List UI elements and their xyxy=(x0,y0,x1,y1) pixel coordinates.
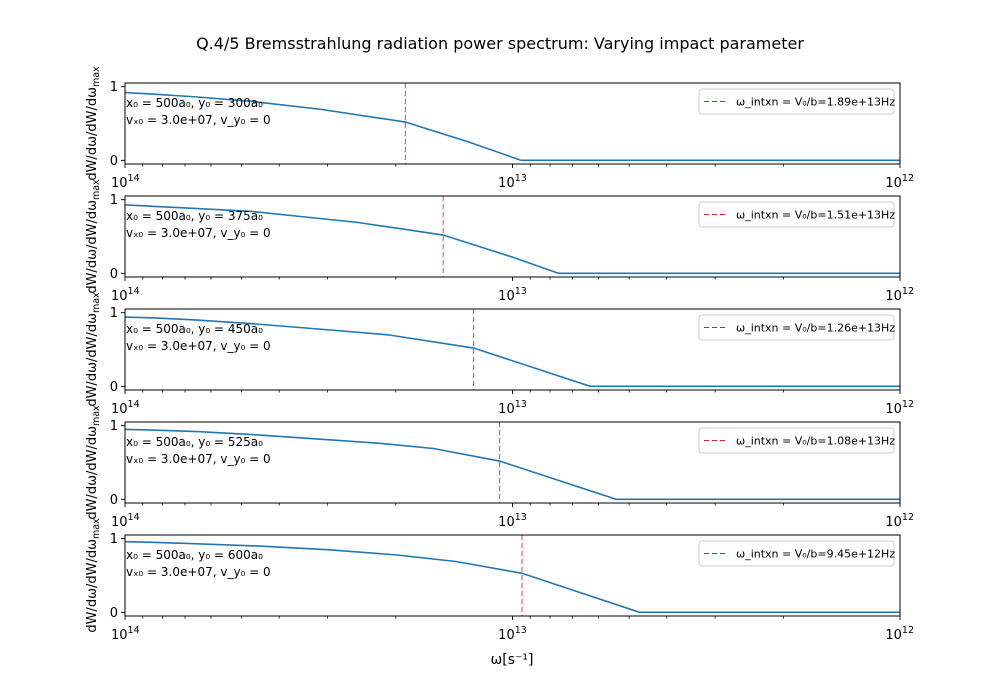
legend-label: ω_intxn = V₀/b=9.45e+12Hz xyxy=(736,548,895,561)
spectrum-line xyxy=(124,428,900,501)
y-tick-label: 0 xyxy=(110,154,118,169)
y-tick-label: 1 xyxy=(110,80,118,95)
legend-label: ω_intxn = V₀/b=1.26e+13Hz xyxy=(736,322,895,335)
legend-box xyxy=(698,88,895,115)
legend-box xyxy=(698,314,895,341)
y-tick-label: 1 xyxy=(110,193,118,208)
x-tick-label: 1014 xyxy=(111,625,140,643)
legend-label: ω_intxn = V₀/b=1.08e+13Hz xyxy=(736,435,895,448)
initial-velocity-annotation: vₓ₀ = 3.0e+07, v_y₀ = 0 xyxy=(126,113,271,127)
subplot-3: 1014 1013 1012 0 1 dW/dω/dW/dωmax x₀ = 500a₀, … xyxy=(85,292,914,417)
subplot-1: 1014 1013 1012 0 1 dW/dω/dW/dωmax x₀ = 500a₀, … xyxy=(85,66,914,191)
y-tick-label: 0 xyxy=(110,493,118,508)
x-tick-label: 1013 xyxy=(498,625,527,643)
subplot-5: 1014 1013 1012 0 1 dW/dω/dW/dωmax x₀ = 500a₀, … xyxy=(85,518,914,643)
initial-position-annotation: x₀ = 500a₀, y₀ = 300a₀ xyxy=(126,96,263,110)
subplots: 1014 1013 1012 0 1 dW/dω/dW/dωmax x₀ = 500a₀, … xyxy=(85,66,914,643)
subplot-4: 1014 1013 1012 0 1 dW/dω/dW/dωmax x₀ = 500a₀, … xyxy=(85,405,914,530)
legend-label: ω_intxn = V₀/b=1.89e+13Hz xyxy=(736,96,895,109)
subplot-2: 1014 1013 1012 0 1 dW/dω/dW/dωmax x₀ = 500a₀, … xyxy=(85,179,914,304)
y-axis-label: dW/dω/dW/dωmax xyxy=(85,66,102,181)
y-tick-label: 1 xyxy=(110,306,118,321)
initial-position-annotation: x₀ = 500a₀, y₀ = 600a₀ xyxy=(126,548,263,562)
spectrum-line xyxy=(124,540,900,614)
x-tick-label: 1013 xyxy=(498,286,527,304)
initial-position-annotation: x₀ = 500a₀, y₀ = 450a₀ xyxy=(126,322,263,336)
spectrum-line xyxy=(124,316,900,388)
x-tick-label: 1012 xyxy=(885,399,914,417)
x-tick-label: 1014 xyxy=(111,512,140,530)
x-tick-label: 1013 xyxy=(498,173,527,191)
initial-position-annotation: x₀ = 500a₀, y₀ = 375a₀ xyxy=(126,209,263,223)
y-axis-label: dW/dω/dW/dωmax xyxy=(85,292,102,407)
y-tick-label: 0 xyxy=(110,380,118,395)
x-axis-label: ω[s⁻¹] xyxy=(491,652,534,668)
legend: ω_intxn = V₀/b=9.45e+12Hz xyxy=(698,540,895,567)
legend: ω_intxn = V₀/b=1.89e+13Hz xyxy=(698,88,895,115)
y-axis-label: dW/dω/dW/dωmax xyxy=(85,405,102,520)
initial-velocity-annotation: vₓ₀ = 3.0e+07, v_y₀ = 0 xyxy=(126,565,271,579)
x-tick-label: 1012 xyxy=(885,173,914,191)
y-tick-label: 0 xyxy=(110,606,118,621)
y-tick-label: 1 xyxy=(110,532,118,547)
x-tick-label: 1014 xyxy=(111,286,140,304)
spectrum-line xyxy=(124,204,900,275)
legend: ω_intxn = V₀/b=1.26e+13Hz xyxy=(698,314,895,341)
x-tick-label: 1013 xyxy=(498,512,527,530)
chart-title: Q.4/5 Bremsstrahlung radiation power spe… xyxy=(196,34,804,53)
legend-box xyxy=(698,427,895,454)
legend-label: ω_intxn = V₀/b=1.51e+13Hz xyxy=(736,209,895,222)
x-tick-label: 1012 xyxy=(885,625,914,643)
y-axis-label: dW/dω/dW/dωmax xyxy=(85,518,102,633)
x-tick-label: 1014 xyxy=(111,173,140,191)
y-tick-label: 0 xyxy=(110,267,118,282)
x-tick-label: 1012 xyxy=(885,512,914,530)
legend: ω_intxn = V₀/b=1.51e+13Hz xyxy=(698,201,895,228)
legend: ω_intxn = V₀/b=1.08e+13Hz xyxy=(698,427,895,454)
legend-box xyxy=(698,201,895,228)
initial-velocity-annotation: vₓ₀ = 3.0e+07, v_y₀ = 0 xyxy=(126,339,271,353)
x-tick-label: 1014 xyxy=(111,399,140,417)
y-axis-label: dW/dω/dW/dωmax xyxy=(85,179,102,294)
initial-velocity-annotation: vₓ₀ = 3.0e+07, v_y₀ = 0 xyxy=(126,452,271,466)
spectrum-line xyxy=(124,91,900,162)
legend-box xyxy=(698,540,895,567)
y-tick-label: 1 xyxy=(110,419,118,434)
initial-velocity-annotation: vₓ₀ = 3.0e+07, v_y₀ = 0 xyxy=(126,226,271,240)
x-tick-label: 1012 xyxy=(885,286,914,304)
x-tick-label: 1013 xyxy=(498,399,527,417)
initial-position-annotation: x₀ = 500a₀, y₀ = 525a₀ xyxy=(126,435,263,449)
